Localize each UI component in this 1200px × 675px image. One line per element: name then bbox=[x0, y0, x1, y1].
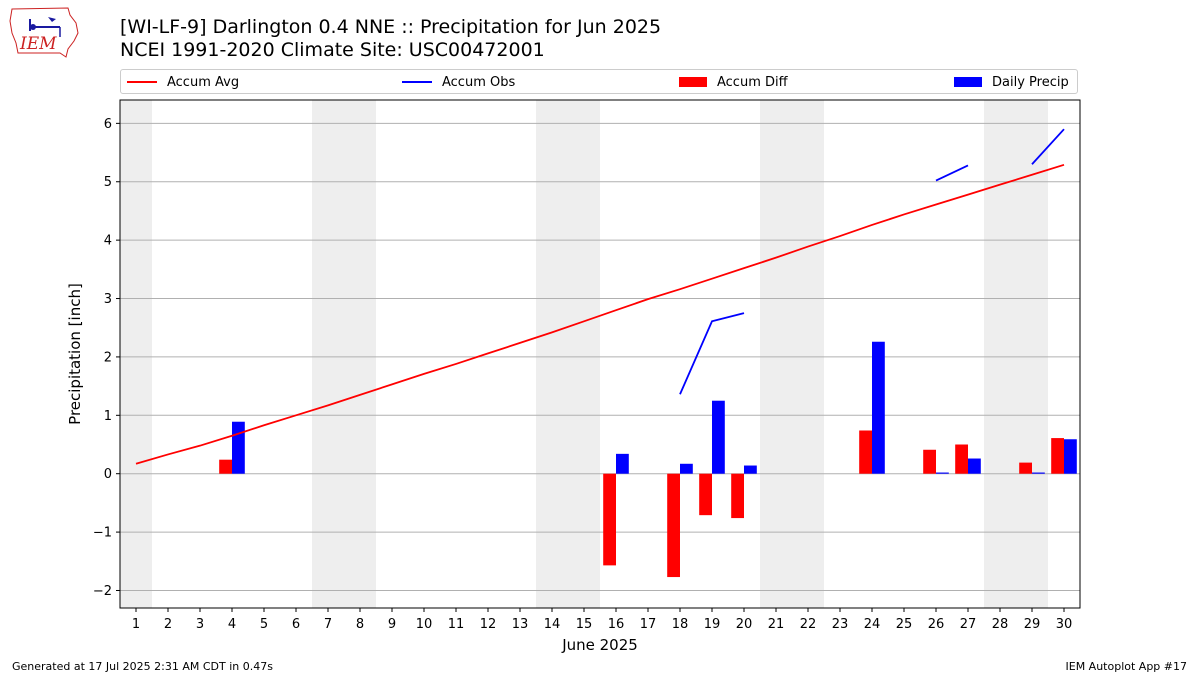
accum-diff-bar bbox=[699, 473, 712, 516]
daily-precip-bar bbox=[680, 463, 693, 474]
accum-obs-line bbox=[935, 164, 969, 182]
x-axis-label: June 2025 bbox=[561, 636, 638, 654]
legend-item-accum-diff: Accum Diff bbox=[679, 73, 788, 91]
legend-item-daily-precip: Daily Precip bbox=[954, 73, 1069, 91]
legend-swatch-accum-obs bbox=[402, 81, 432, 83]
accum-diff-bar bbox=[667, 473, 680, 578]
x-tick-label: 4 bbox=[228, 617, 236, 632]
legend-label-accum-diff: Accum Diff bbox=[717, 74, 788, 90]
x-tick-label: 26 bbox=[928, 617, 945, 632]
legend-swatch-accum-avg bbox=[127, 81, 157, 83]
legend-label-accum-obs: Accum Obs bbox=[442, 74, 516, 90]
y-tick-label: 3 bbox=[104, 292, 112, 307]
x-tick-label: 12 bbox=[480, 617, 497, 632]
chart-subtitle: NCEI 1991-2020 Climate Site: USC00472001 bbox=[120, 39, 545, 61]
x-tick-label: 8 bbox=[356, 617, 364, 632]
x-tick-label: 16 bbox=[608, 617, 625, 632]
x-tick-label: 24 bbox=[864, 617, 881, 632]
x-tick-label: 7 bbox=[324, 617, 332, 632]
x-tick-label: 2 bbox=[164, 617, 172, 632]
logo-text: IEM bbox=[19, 34, 57, 54]
weekend-band bbox=[536, 100, 600, 608]
accum-diff-bar bbox=[603, 473, 616, 566]
weekend-band bbox=[760, 100, 824, 608]
x-tick-label: 13 bbox=[512, 617, 529, 632]
y-tick-label: 0 bbox=[104, 467, 112, 482]
legend-item-accum-obs: Accum Obs bbox=[402, 73, 515, 91]
accum-obs-line bbox=[679, 312, 745, 395]
x-tick-label: 9 bbox=[388, 617, 396, 632]
y-tick-label: −2 bbox=[93, 584, 112, 599]
daily-precip-bar bbox=[616, 453, 629, 474]
x-tick-label: 3 bbox=[196, 617, 204, 632]
x-tick-label: 14 bbox=[544, 617, 561, 632]
legend-swatch-accum-diff bbox=[679, 77, 707, 87]
x-tick-label: 30 bbox=[1056, 617, 1073, 632]
y-axis-label: Precipitation [inch] bbox=[66, 283, 84, 425]
gridlines bbox=[120, 122, 1080, 591]
accum-diff-bar bbox=[955, 444, 968, 474]
daily-precip-bar bbox=[1032, 472, 1045, 474]
y-tick-label: 6 bbox=[104, 117, 112, 132]
x-tick-label: 29 bbox=[1024, 617, 1041, 632]
x-tick-label: 5 bbox=[260, 617, 268, 632]
accum-diff-bar bbox=[219, 459, 232, 474]
daily-precip-bar bbox=[968, 458, 981, 474]
x-tick-label: 6 bbox=[292, 617, 300, 632]
daily-precip-bar bbox=[936, 472, 949, 474]
accum-diff-bar bbox=[923, 449, 936, 474]
y-tick-label: 1 bbox=[104, 409, 112, 424]
plot-frame bbox=[119, 99, 1081, 609]
x-tick-label: 25 bbox=[896, 617, 913, 632]
x-tick-label: 10 bbox=[416, 617, 433, 632]
x-tick-label: 19 bbox=[704, 617, 721, 632]
daily-precip-bar bbox=[232, 421, 245, 474]
legend: Accum Avg Accum Obs Accum Diff Daily Pre… bbox=[120, 69, 1078, 94]
daily-precip-bar bbox=[744, 465, 757, 474]
x-tick-label: 27 bbox=[960, 617, 977, 632]
accum-diff-bar bbox=[1051, 438, 1064, 474]
x-tick-label: 11 bbox=[448, 617, 465, 632]
x-tick-label: 20 bbox=[736, 617, 753, 632]
x-tick-label: 17 bbox=[640, 617, 657, 632]
daily-precip-bar bbox=[872, 341, 885, 474]
daily-precip-bar bbox=[712, 400, 725, 474]
series-lines bbox=[135, 128, 1065, 465]
accum-avg-line bbox=[135, 163, 1065, 465]
accum-diff-bar bbox=[859, 430, 872, 474]
weekend-band bbox=[984, 100, 1048, 608]
y-tick-label: 5 bbox=[104, 175, 112, 190]
footer-app: IEM Autoplot App #17 bbox=[1065, 660, 1188, 673]
bars bbox=[219, 341, 1077, 578]
x-tick-label: 28 bbox=[992, 617, 1009, 632]
daily-precip-bar bbox=[1064, 439, 1077, 474]
y-tick-label: 2 bbox=[104, 350, 112, 365]
accum-diff-bar bbox=[731, 473, 744, 519]
chart-title: [WI-LF-9] Darlington 0.4 NNE :: Precipit… bbox=[120, 16, 662, 38]
legend-label-accum-avg: Accum Avg bbox=[167, 74, 240, 90]
x-tick-label: 18 bbox=[672, 617, 689, 632]
legend-swatch-daily-precip bbox=[954, 77, 982, 87]
iem-logo: IEM bbox=[8, 5, 80, 59]
accum-obs-line bbox=[1031, 128, 1065, 165]
x-tick-label: 1 bbox=[132, 617, 140, 632]
x-tick-label: 23 bbox=[832, 617, 849, 632]
accum-diff-bar bbox=[1019, 462, 1032, 474]
y-tick-label: −1 bbox=[93, 526, 112, 541]
legend-label-daily-precip: Daily Precip bbox=[992, 74, 1069, 90]
weekend-band bbox=[312, 100, 376, 608]
y-tick-label: 4 bbox=[104, 234, 112, 249]
weekend-shading bbox=[120, 100, 1048, 608]
x-tick-label: 22 bbox=[800, 617, 817, 632]
x-tick-label: 21 bbox=[768, 617, 785, 632]
legend-item-accum-avg: Accum Avg bbox=[127, 73, 239, 91]
footer-generated: Generated at 17 Jul 2025 2:31 AM CDT in … bbox=[12, 660, 273, 673]
weekend-band bbox=[120, 100, 152, 608]
x-tick-label: 15 bbox=[576, 617, 593, 632]
